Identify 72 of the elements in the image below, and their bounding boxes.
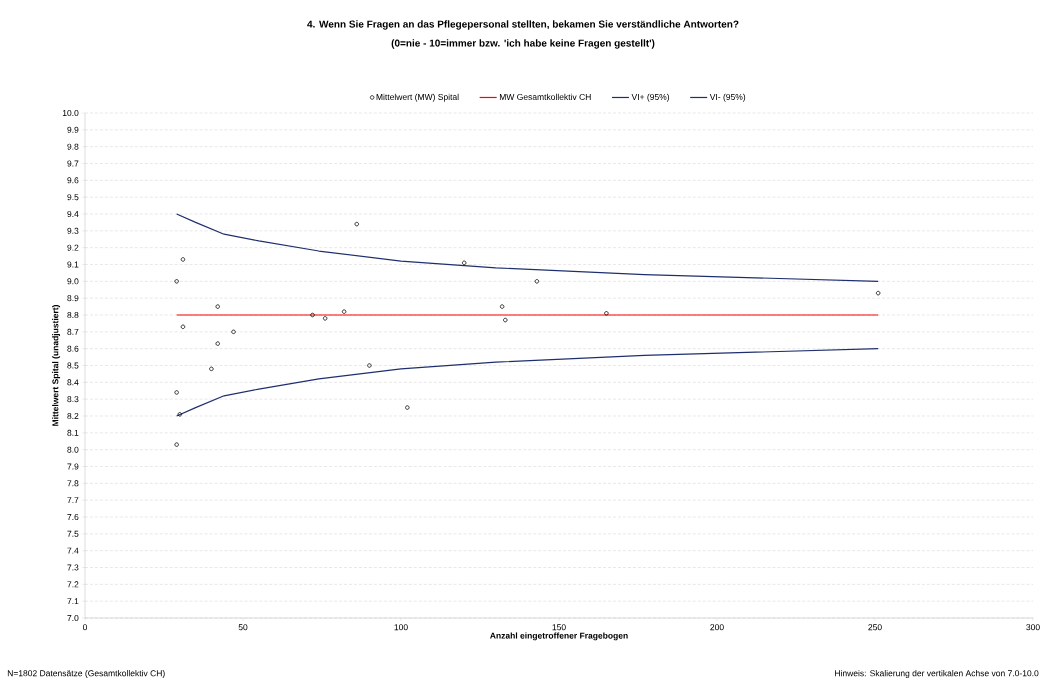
y-tick-label: 9.0 xyxy=(67,278,79,285)
x-tick-label: 300 xyxy=(1026,624,1040,631)
y-tick-label: 8.0 xyxy=(67,446,79,453)
y-tick-label: 8.6 xyxy=(67,345,79,352)
point xyxy=(322,316,328,321)
y-tick-label: 7.6 xyxy=(67,513,79,520)
y-tick-label: 7.5 xyxy=(67,530,79,537)
line-series xyxy=(176,213,879,282)
point xyxy=(354,221,359,227)
point xyxy=(177,412,182,417)
y-tick-label: 10.0 xyxy=(62,109,79,116)
y-tick-label: 8.7 xyxy=(67,328,79,335)
point xyxy=(534,279,540,284)
point xyxy=(604,311,609,316)
point xyxy=(174,390,179,395)
chart-subtitle: (0=nie - 10=immer bzw. 'ich habe keine Fragen gestellt') xyxy=(391,39,655,49)
point xyxy=(875,290,881,296)
point xyxy=(215,304,220,309)
point xyxy=(499,304,505,309)
x-tick-label: 50 xyxy=(238,624,248,631)
y-axis-title: Mittelwert Spital (unadjustiert) xyxy=(52,305,61,426)
legend-label: MW Gesamtkollektiv CH xyxy=(499,93,591,100)
y-tick-label: 7.9 xyxy=(67,463,79,470)
x-tick-label: 100 xyxy=(394,624,408,631)
y-tick-label: 8.9 xyxy=(67,295,79,302)
point xyxy=(231,329,236,335)
y-tick-label: 8.8 xyxy=(67,311,79,318)
x-tick-label: 200 xyxy=(710,624,724,631)
y-tick-label: 7.7 xyxy=(67,497,79,504)
x-tick-label: 150 xyxy=(552,624,566,631)
legend-label: VI+ (95%) xyxy=(631,93,670,102)
point xyxy=(180,324,186,329)
line-series xyxy=(176,348,879,417)
point xyxy=(503,317,508,323)
point xyxy=(180,257,186,262)
point xyxy=(405,405,410,410)
point xyxy=(215,341,220,346)
point xyxy=(367,363,372,368)
point xyxy=(209,366,214,372)
point xyxy=(174,279,179,284)
y-tick-label: 7.8 xyxy=(67,480,79,487)
x-tick-label: 0 xyxy=(82,624,88,631)
y-tick-label: 7.4 xyxy=(67,547,79,554)
point xyxy=(462,260,467,266)
point xyxy=(174,442,179,447)
y-tick-label: 9.2 xyxy=(67,244,79,251)
y-tick-label: 9.6 xyxy=(67,177,79,184)
y-tick-label: 8.4 xyxy=(67,379,79,386)
y-tick-label: 7.0 xyxy=(67,614,79,621)
y-tick-label: 9.1 xyxy=(67,261,79,268)
y-tick-label: 7.1 xyxy=(67,598,79,605)
y-tick-label: 8.5 xyxy=(67,362,79,369)
y-tick-label: 9.3 xyxy=(67,227,79,234)
y-tick-label: 9.5 xyxy=(67,194,79,201)
x-axis-title: Anzahl eingetroffener Fragebogen xyxy=(490,632,628,641)
y-tick-label: 9.8 xyxy=(67,143,79,150)
y-tick-label: 8.2 xyxy=(67,412,79,419)
y-tick-label: 7.2 xyxy=(67,581,79,588)
point xyxy=(310,312,315,318)
legend-label: VI- (95%) xyxy=(709,93,746,102)
text: N=1802 Datensätze (Gesamtkollektiv CH) xyxy=(7,670,165,678)
chart-title: 4. Wenn Sie Fragen an das Pflegepersonal stellten, bekamen Sie verständliche Antworten? xyxy=(307,20,739,30)
y-tick-label: 8.1 xyxy=(67,429,79,436)
text: Hinweis: Skalierung der vertikalen Achse von 7.0-10.0 xyxy=(835,670,1039,678)
y-tick-label: 9.7 xyxy=(67,160,79,167)
x-tick-label: 250 xyxy=(868,624,882,631)
y-tick-label: 7.3 xyxy=(67,564,79,571)
y-tick-label: 8.3 xyxy=(67,396,79,403)
y-tick-label: 9.9 xyxy=(67,126,79,133)
legend-label: Mittelwert (MW) Spital xyxy=(376,93,459,102)
y-tick-label: 9.4 xyxy=(67,210,79,217)
point xyxy=(341,309,347,314)
